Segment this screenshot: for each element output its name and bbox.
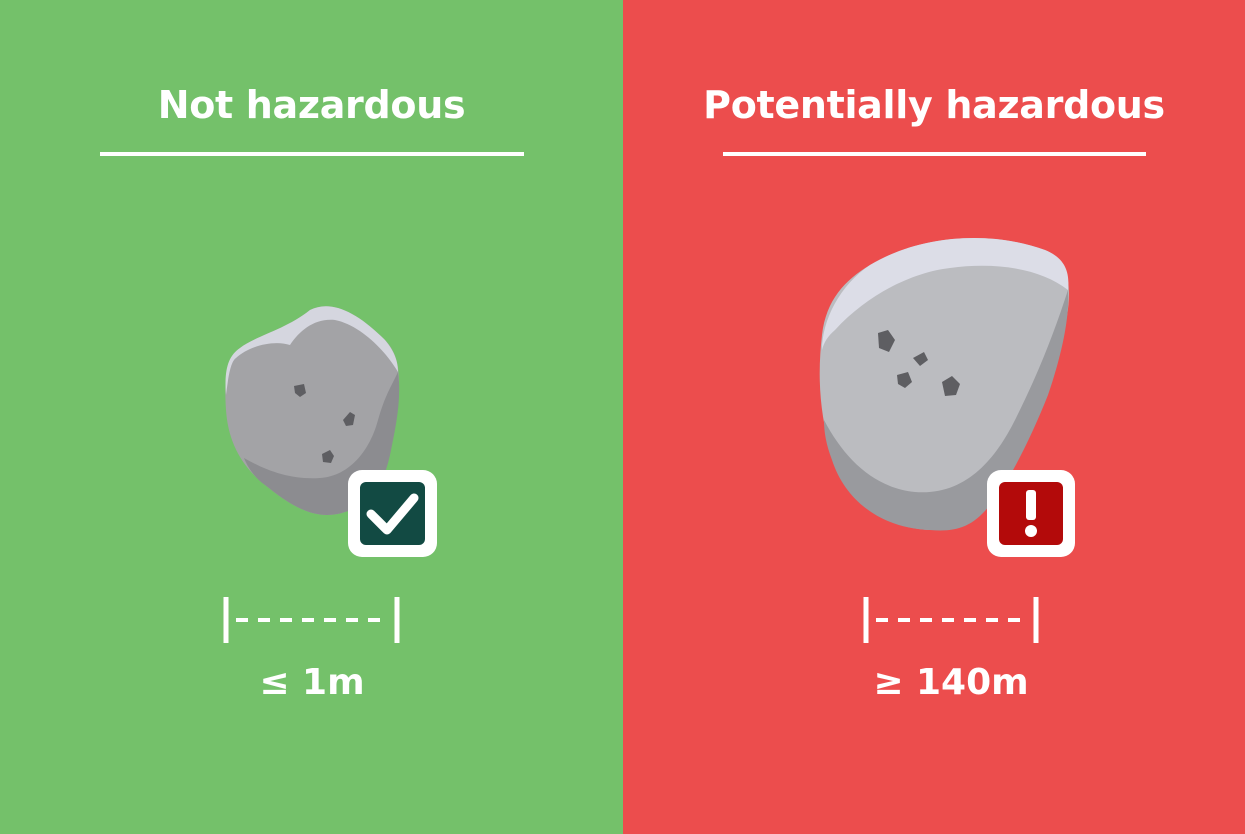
- large-size-label: ≥ 140m: [873, 662, 1029, 703]
- exclamation-badge: [987, 470, 1075, 557]
- title-underline: [100, 152, 524, 156]
- not-hazardous-panel: Not hazardous: [0, 0, 623, 834]
- small-size-label: ≤ 1m: [259, 662, 365, 703]
- size-scale-ruler: [863, 597, 1039, 643]
- title-underline: [723, 152, 1146, 156]
- checkmark-icon: [366, 493, 419, 535]
- not-hazardous-title: Not hazardous: [157, 83, 466, 127]
- exclamation-icon: [1025, 490, 1037, 537]
- checkmark-badge: [348, 470, 437, 557]
- small-asteroid-illustration: [223, 306, 437, 643]
- hazardous-panel: Potentially hazardous: [623, 0, 1245, 834]
- potentially-hazardous-title: Potentially hazardous: [703, 83, 1165, 127]
- size-scale-ruler: [223, 597, 400, 643]
- large-asteroid-illustration: [819, 238, 1075, 643]
